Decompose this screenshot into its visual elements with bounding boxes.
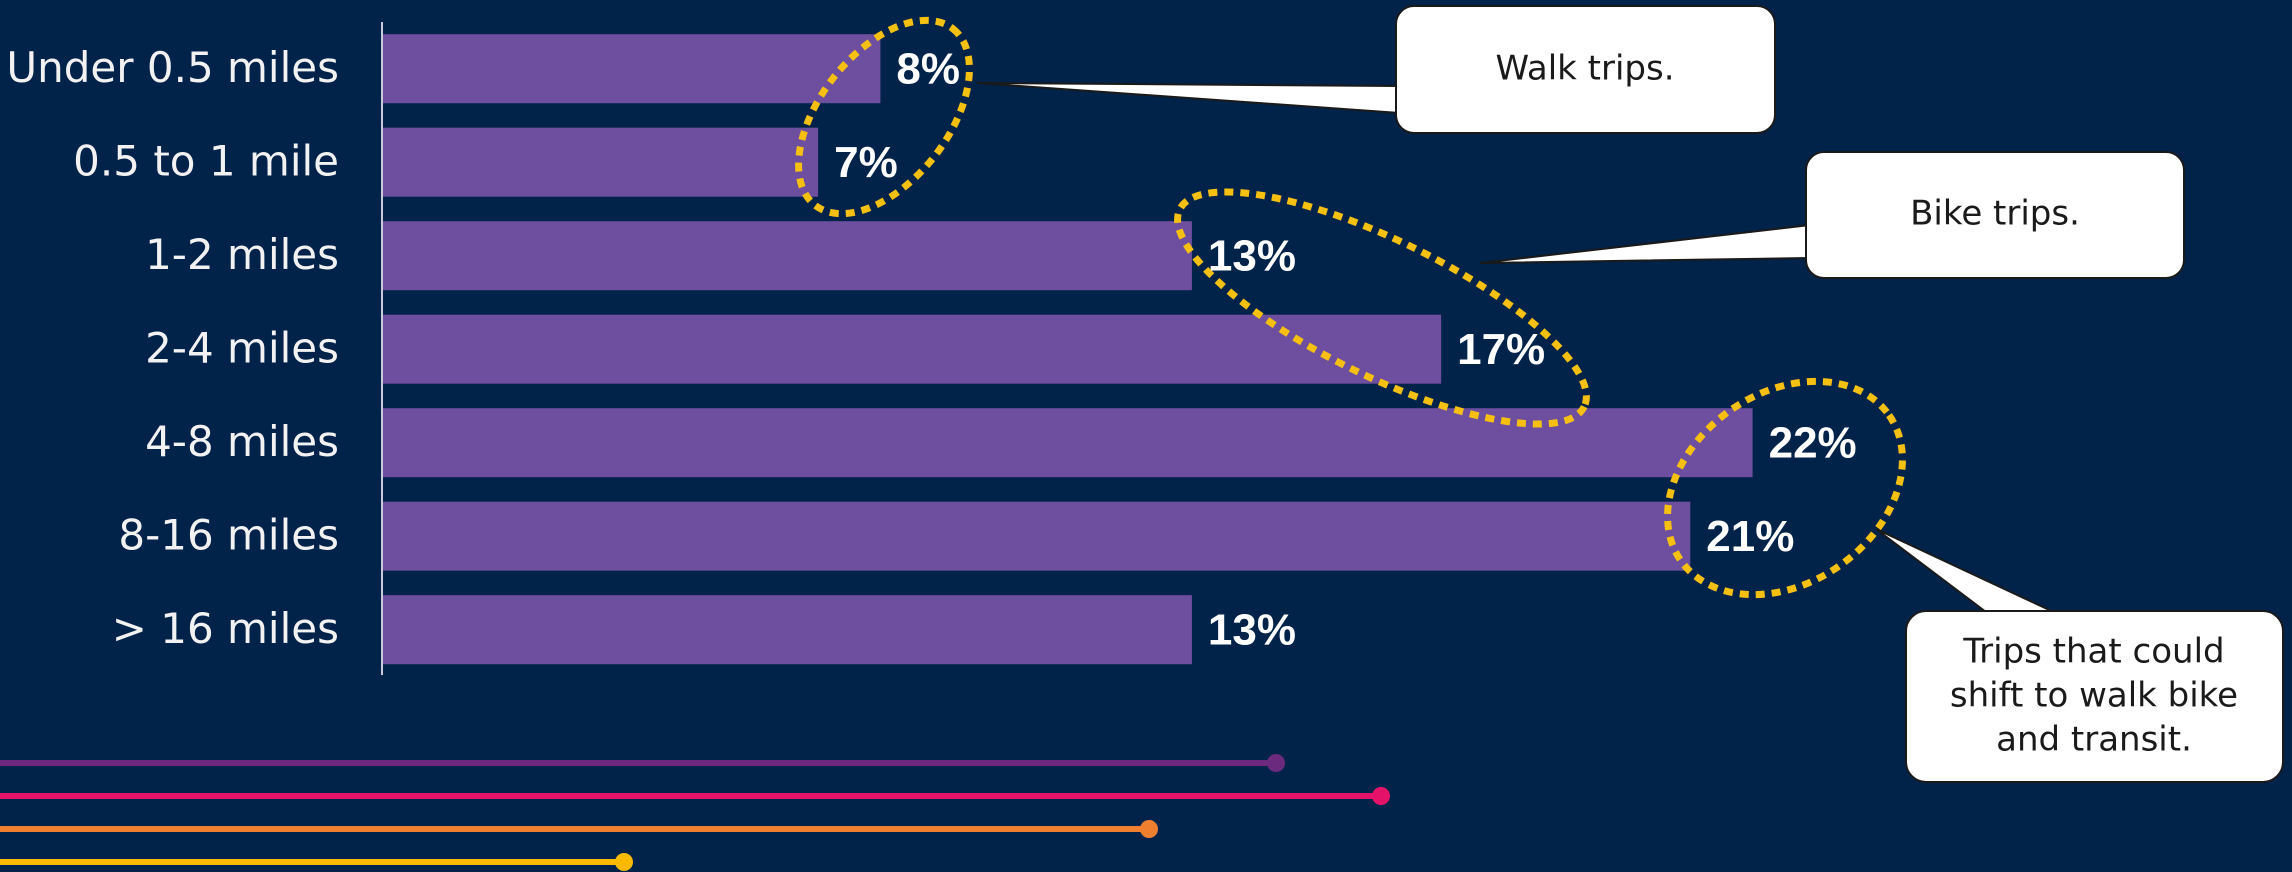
bar (382, 408, 1753, 478)
value-label: 13% (1208, 605, 1296, 654)
value-label: 7% (834, 138, 898, 187)
callout-box (1805, 151, 2185, 279)
bar (382, 221, 1192, 291)
decor-dot (1140, 820, 1158, 838)
highlight-ellipse (1664, 377, 1906, 599)
callout-text: shift to walk bike (1950, 676, 2238, 716)
value-label: 22% (1769, 418, 1857, 467)
callout-text: Bike trips. (1910, 194, 2080, 234)
category-label: > 16 miles (112, 604, 339, 653)
callout-box (1395, 5, 1776, 134)
callout-text: and transit. (1996, 720, 2192, 760)
highlight-ellipse (1174, 188, 1590, 428)
value-label: 13% (1208, 231, 1296, 280)
decor (0, 754, 1390, 871)
callouts (976, 5, 2284, 783)
value-label: 17% (1457, 325, 1545, 374)
callout-text: Trips that could (1962, 632, 2224, 672)
callout-text: Walk trips. (1495, 49, 1674, 89)
category-label: 4-8 miles (145, 417, 339, 466)
bar (382, 595, 1192, 665)
bar (382, 314, 1442, 384)
value-label: 21% (1706, 512, 1794, 561)
decor-dot (1372, 787, 1390, 805)
category-label: 1-2 miles (145, 230, 339, 279)
category-label: 0.5 to 1 mile (73, 137, 339, 186)
category-label: 2-4 miles (145, 324, 339, 373)
bars (382, 34, 1753, 665)
callout-texts: Walk trips. Bike trips. Trips that couldsh… (1495, 49, 2238, 760)
value-label: 8% (896, 44, 960, 93)
bar (382, 34, 881, 104)
highlights (795, 16, 1906, 599)
bar (382, 501, 1691, 571)
decor-dot (1267, 754, 1285, 772)
highlight-ellipse (795, 16, 973, 218)
bar (382, 127, 819, 197)
category-label: Under 0.5 miles (6, 43, 339, 92)
callout-box (1905, 610, 2284, 783)
category-label: 8-16 miles (118, 511, 339, 560)
decor-dot (615, 853, 633, 871)
